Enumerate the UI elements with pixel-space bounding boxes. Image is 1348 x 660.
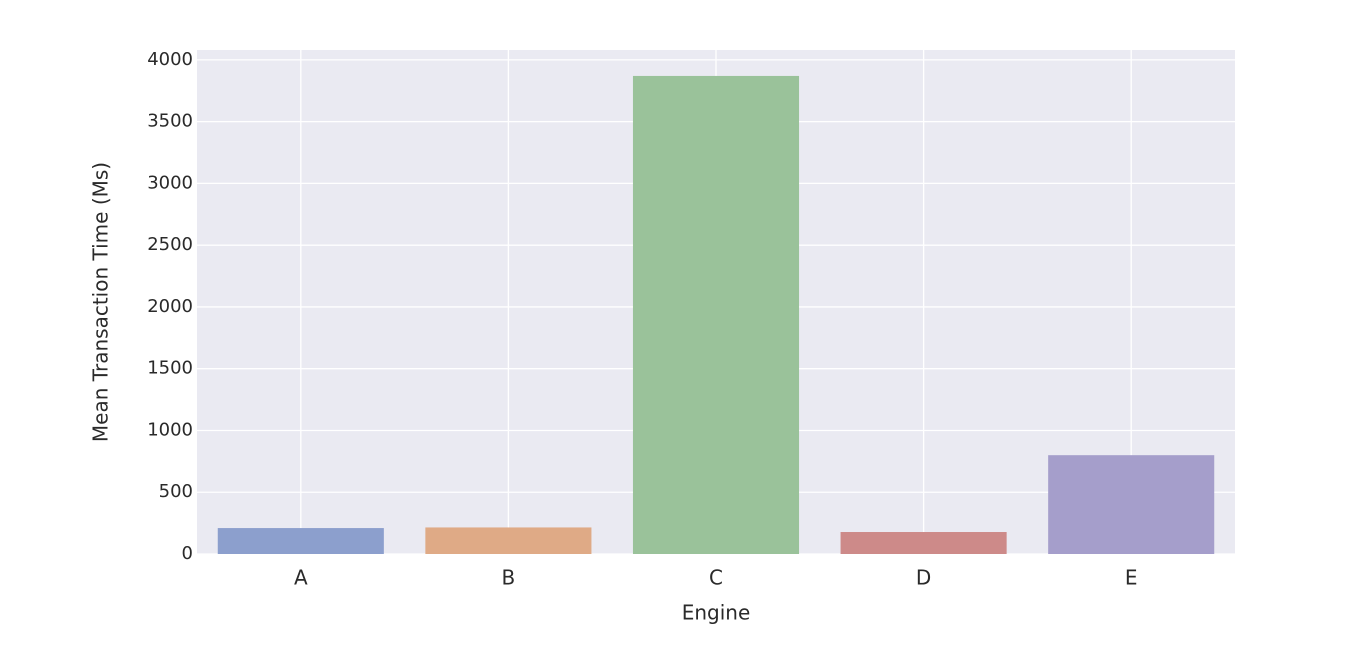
bar xyxy=(632,75,800,555)
x-tick-label: A xyxy=(294,566,308,590)
y-tick-label: 500 xyxy=(159,481,193,502)
bar xyxy=(1048,455,1215,554)
y-tick-label: 0 xyxy=(182,543,193,564)
x-tick-label: C xyxy=(709,566,723,590)
y-tick-label: 2500 xyxy=(147,234,193,255)
x-axis-label: Engine xyxy=(682,601,751,625)
y-axis-label: Mean Transaction Time (Ms) xyxy=(89,162,113,442)
x-tick-label: B xyxy=(502,566,516,590)
x-tick-label: D xyxy=(916,566,931,590)
y-tick-label: 1000 xyxy=(147,419,193,440)
y-tick-label: 3500 xyxy=(147,111,193,132)
y-tick-label: 3000 xyxy=(147,172,193,193)
y-tick-label: 4000 xyxy=(147,49,193,70)
bar xyxy=(425,527,592,554)
y-tick-label: 2000 xyxy=(147,296,193,317)
bar xyxy=(217,528,384,554)
y-tick-label: 1500 xyxy=(147,358,193,379)
x-tick-label: E xyxy=(1125,566,1138,590)
bar xyxy=(840,532,1007,554)
